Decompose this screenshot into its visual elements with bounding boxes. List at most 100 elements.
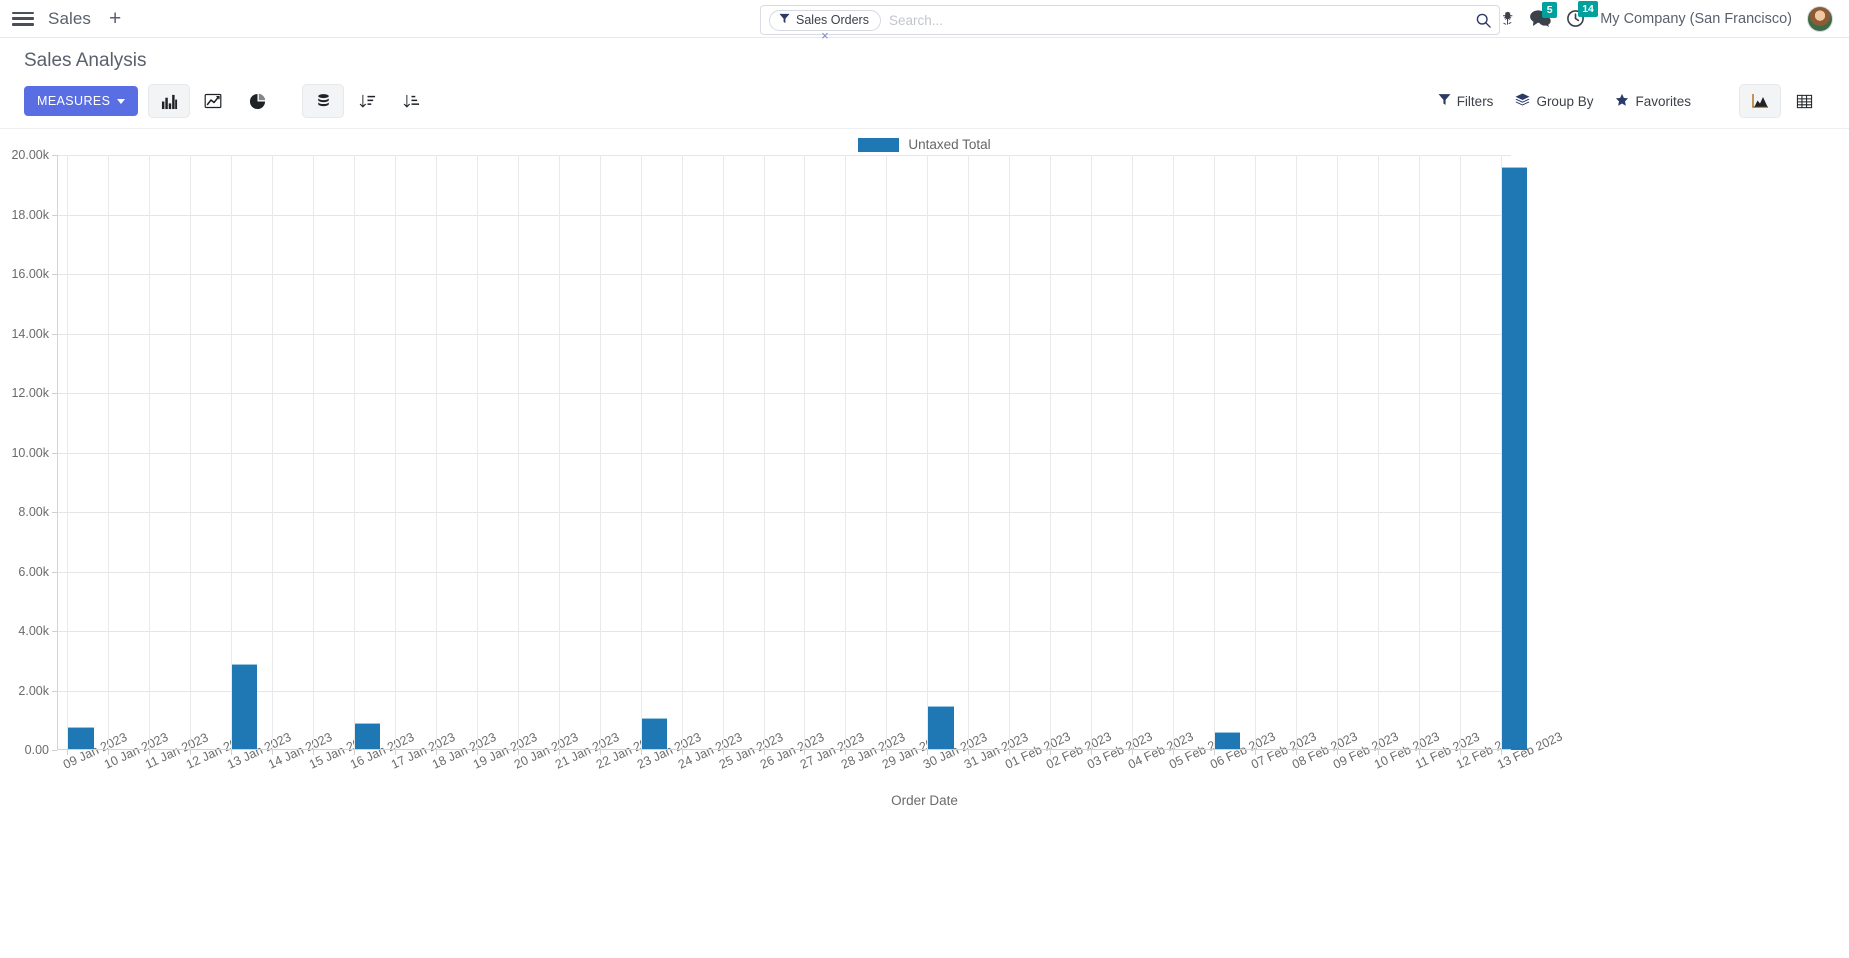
- y-tick-label: 0.00: [24, 743, 49, 757]
- graph-view-icon[interactable]: [1739, 84, 1781, 118]
- y-tick-mark: [52, 750, 57, 751]
- bug-icon[interactable]: [1500, 11, 1515, 27]
- x-axis-title: Order Date: [891, 793, 958, 808]
- magnifier-icon[interactable]: [1476, 13, 1491, 28]
- x-tick-mark: [518, 750, 519, 755]
- gridline-vertical: [108, 155, 109, 750]
- gridline-vertical: [845, 155, 846, 750]
- line-chart-icon[interactable]: [192, 84, 234, 118]
- x-tick-mark: [108, 750, 109, 755]
- gridline-vertical: [1255, 155, 1256, 750]
- layers-icon: [1515, 92, 1530, 110]
- y-tick-mark: [52, 631, 57, 632]
- stacked-icon[interactable]: [302, 84, 345, 118]
- x-tick-mark: [1214, 750, 1215, 755]
- x-tick-mark: [1091, 750, 1092, 755]
- clock-activities-icon[interactable]: 14: [1566, 1, 1598, 28]
- avatar[interactable]: [1807, 5, 1833, 32]
- gridline-vertical: [764, 155, 765, 750]
- measures-button[interactable]: MEASURES: [24, 86, 139, 116]
- y-tick-mark: [52, 274, 57, 275]
- messages-count-badge: 5: [1542, 2, 1558, 18]
- x-tick-mark: [764, 750, 765, 755]
- pie-chart-icon[interactable]: [236, 84, 278, 118]
- bar-chart-icon[interactable]: [148, 84, 191, 118]
- search-facet-sales-orders[interactable]: Sales Orders ×: [769, 9, 881, 43]
- graph-view: Untaxed Total 0.00 2.00k 4.00k 6.00k 8.00k 10…: [0, 128, 1849, 946]
- y-axis-line: [57, 155, 58, 750]
- x-tick-mark: [1296, 750, 1297, 755]
- y-tick-label: 4.00k: [18, 624, 49, 638]
- sort-descending-icon[interactable]: [346, 84, 388, 118]
- chart-bar[interactable]: [928, 705, 954, 750]
- company-switcher[interactable]: My Company (San Francisco): [1600, 10, 1792, 27]
- search-input[interactable]: [880, 12, 1476, 28]
- chart-type-group: [148, 84, 278, 118]
- gridline-vertical: [1460, 155, 1461, 750]
- gridline-vertical: [1296, 155, 1297, 750]
- gridline-vertical: [1337, 155, 1338, 750]
- hamburger-menu-icon[interactable]: [12, 11, 34, 27]
- gridline-horizontal: [57, 333, 1511, 335]
- app-name[interactable]: Sales: [48, 8, 92, 28]
- search-facet-remove-icon[interactable]: ×: [821, 27, 829, 43]
- x-axis-line: [57, 749, 1511, 750]
- messages-icon[interactable]: 5: [1530, 2, 1558, 27]
- chart-bar[interactable]: [1215, 731, 1241, 750]
- chart-bar[interactable]: [354, 723, 381, 750]
- y-tick-label: 14.00k: [11, 326, 49, 341]
- gridline-vertical: [1378, 155, 1379, 750]
- page-title: Sales Analysis: [24, 50, 147, 71]
- favorites-dropdown[interactable]: Favorites: [1615, 93, 1691, 110]
- x-tick-mark: [968, 750, 969, 755]
- chart-bar[interactable]: [641, 718, 668, 750]
- measures-button-label: MEASURES: [37, 94, 111, 108]
- gridline-horizontal: [57, 214, 1511, 216]
- x-tick-mark: [149, 750, 150, 755]
- y-tick-label: 10.00k: [11, 445, 49, 460]
- x-tick-mark: [886, 750, 887, 755]
- chevron-down-icon: [117, 98, 126, 104]
- gridline-vertical: [559, 155, 560, 750]
- y-tick-mark: [52, 155, 57, 156]
- x-tick-mark: [67, 750, 68, 755]
- x-tick-mark: [600, 750, 601, 755]
- pivot-view-icon[interactable]: [1783, 84, 1825, 118]
- sort-ascending-icon[interactable]: [390, 84, 432, 118]
- x-tick-mark: [1050, 750, 1051, 755]
- group-by-dropdown[interactable]: Group By: [1515, 92, 1594, 110]
- gridline-vertical: [518, 155, 519, 750]
- gridline-horizontal: [57, 393, 1511, 394]
- x-tick-mark: [477, 750, 478, 755]
- filters-label: Filters: [1456, 93, 1494, 109]
- gridline-horizontal: [57, 155, 1511, 156]
- filters-dropdown[interactable]: Filters: [1438, 93, 1494, 109]
- y-tick-mark: [52, 214, 57, 216]
- x-tick-mark: [1501, 750, 1502, 755]
- chart-bar[interactable]: [68, 726, 94, 750]
- chart-bar[interactable]: [1501, 166, 1528, 750]
- gridline-vertical: [927, 155, 928, 750]
- gridline-vertical: [272, 155, 273, 750]
- chart-bar[interactable]: [232, 663, 258, 750]
- gridline-vertical: [313, 155, 314, 750]
- gridline-vertical: [1091, 155, 1092, 750]
- x-tick-mark: [313, 750, 314, 755]
- x-tick-mark: [1460, 750, 1461, 755]
- gridline-horizontal: [57, 274, 1511, 275]
- gridline-vertical: [1419, 155, 1420, 750]
- gridline-vertical: [190, 155, 191, 750]
- navbar-right-group: 5 14 My Company (San Francisco): [1500, 1, 1837, 32]
- gridline-vertical: [436, 155, 437, 750]
- x-tick-mark: [845, 750, 846, 755]
- gridline-vertical: [1173, 155, 1174, 750]
- chart-canvas[interactable]: 0.00 2.00k 4.00k 6.00k 8.00k 10.00k 12.00k 14.0…: [11, 148, 1564, 772]
- y-tick-label: 8.00k: [18, 505, 49, 519]
- search-dropdowns: Filters Group By Favorit: [1438, 84, 1825, 118]
- group-by-label: Group By: [1536, 93, 1594, 109]
- y-tick-mark: [52, 333, 57, 335]
- new-record-button[interactable]: +: [109, 7, 122, 30]
- search-panel: Sales Orders ×: [760, 5, 1500, 43]
- gridline-horizontal: [57, 512, 1511, 513]
- x-tick-mark: [1132, 750, 1133, 755]
